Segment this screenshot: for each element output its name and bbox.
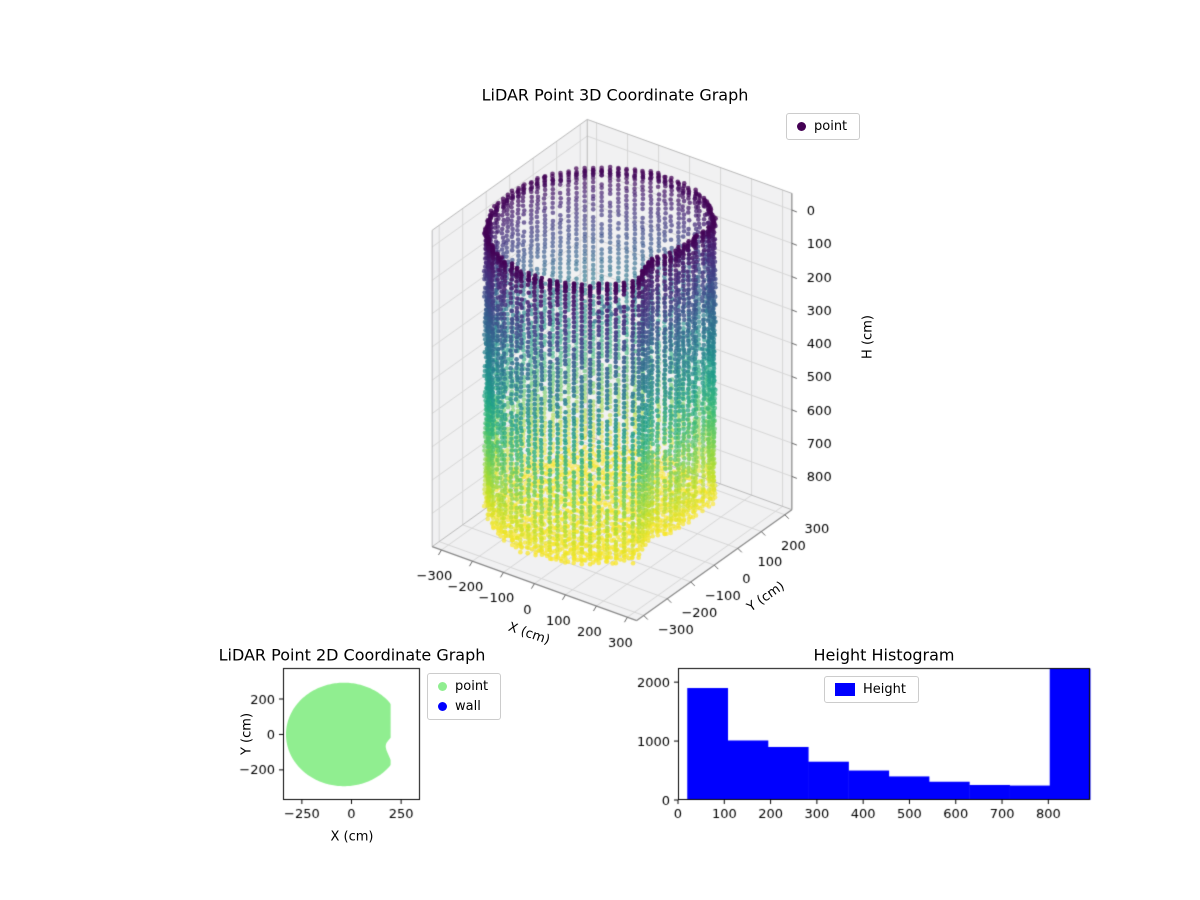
plot3d-title: LiDAR Point 3D Coordinate Graph xyxy=(481,85,749,105)
legend-item-point: point xyxy=(438,679,488,694)
plot2d-legend: point wall xyxy=(427,673,502,720)
histogram-title: Height Histogram xyxy=(813,645,955,665)
legend-label-point: point xyxy=(814,119,848,134)
plot2d-title: LiDAR Point 2D Coordinate Graph xyxy=(218,645,486,665)
legend-label-height: Height xyxy=(863,682,906,697)
plot3d-zaxis-label: H (cm) xyxy=(860,315,876,359)
legend-label-point: point xyxy=(455,679,489,694)
point-marker-icon xyxy=(438,682,447,691)
legend-item-height: Height xyxy=(835,682,906,697)
legend-label-wall: wall xyxy=(455,699,481,714)
height-patch-icon xyxy=(835,683,855,696)
point-marker-icon xyxy=(797,122,806,131)
legend-item-point: point xyxy=(797,119,847,134)
legend-item-wall: wall xyxy=(438,699,488,714)
plot2d-yaxis-label: Y (cm) xyxy=(239,712,255,756)
wall-marker-icon xyxy=(438,702,447,711)
plot2d-xaxis-label: X (cm) xyxy=(330,829,374,845)
histogram-legend: Height xyxy=(824,676,919,703)
plot3d-legend: point xyxy=(786,113,861,140)
